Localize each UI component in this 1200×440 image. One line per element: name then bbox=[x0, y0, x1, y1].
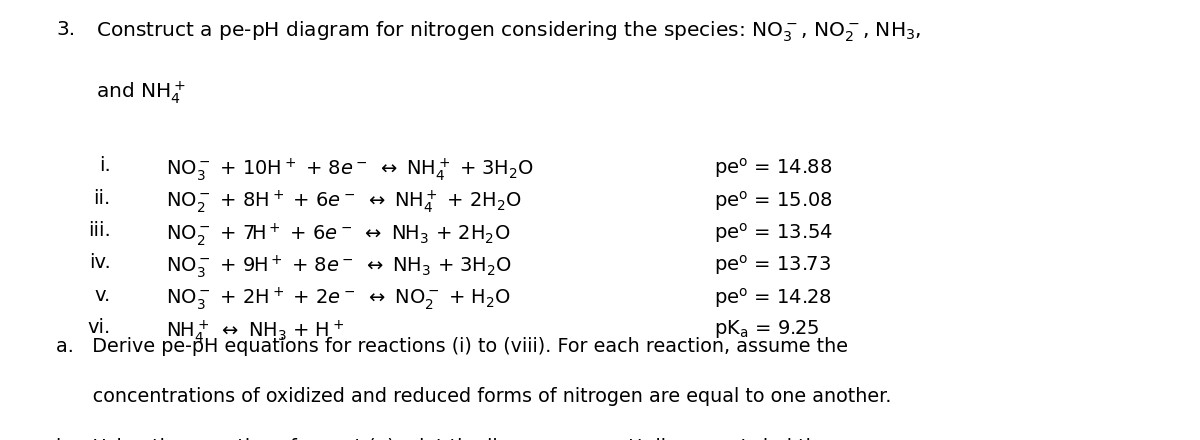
Text: concentrations of oxidized and reduced forms of nitrogen are equal to one anothe: concentrations of oxidized and reduced f… bbox=[56, 387, 892, 406]
Text: pe$^\mathrm{o}$ = 14.28: pe$^\mathrm{o}$ = 14.28 bbox=[714, 286, 832, 310]
Text: pe$^\mathrm{o}$ = 13.73: pe$^\mathrm{o}$ = 13.73 bbox=[714, 253, 830, 277]
Text: $\mathrm{NO_3^-}$ + 10H$^+$ + 8$\mathit{e}^-$ $\leftrightarrow$ NH$_4^+$ + 3H$_2: $\mathrm{NO_3^-}$ + 10H$^+$ + 8$\mathit{… bbox=[166, 156, 533, 183]
Text: b.   Using the equations for part (a), plot the lines on a pe-pH diagram. Label : b. Using the equations for part (a), plo… bbox=[56, 438, 830, 440]
Text: iii.: iii. bbox=[88, 221, 110, 240]
Text: 3.: 3. bbox=[56, 20, 76, 39]
Text: vi.: vi. bbox=[88, 318, 110, 337]
Text: $\mathrm{NO_2^-}$ + 8H$^+$ + 6$\mathit{e}^-$ $\leftrightarrow$ NH$_4^+$ + 2H$_2$: $\mathrm{NO_2^-}$ + 8H$^+$ + 6$\mathit{e… bbox=[166, 188, 522, 215]
Text: $\mathrm{NO_2^-}$ + 7H$^+$ + 6$\mathit{e}^-$ $\leftrightarrow$ NH$_3$ + 2H$_2$O: $\mathrm{NO_2^-}$ + 7H$^+$ + 6$\mathit{e… bbox=[166, 221, 510, 248]
Text: pK$_\mathrm{a}$ = 9.25: pK$_\mathrm{a}$ = 9.25 bbox=[714, 318, 820, 340]
Text: iv.: iv. bbox=[89, 253, 110, 272]
Text: $\mathrm{NO_3^-}$ + 2H$^+$ + 2$\mathit{e}^-$ $\leftrightarrow$ $\mathrm{NO_2^-}$: $\mathrm{NO_3^-}$ + 2H$^+$ + 2$\mathit{e… bbox=[166, 286, 510, 312]
Text: pe$^\mathrm{o}$ = 14.88: pe$^\mathrm{o}$ = 14.88 bbox=[714, 156, 833, 180]
Text: i.: i. bbox=[98, 156, 110, 175]
Text: Construct a pe-pH diagram for nitrogen considering the species: $\mathrm{NO_3^-}: Construct a pe-pH diagram for nitrogen c… bbox=[96, 20, 922, 44]
Text: and $\mathrm{NH_4^+}$: and $\mathrm{NH_4^+}$ bbox=[96, 79, 186, 106]
Text: $\mathrm{NO_3^-}$ + 9H$^+$ + 8$\mathit{e}^-$ $\leftrightarrow$ NH$_3$ + 3H$_2$O: $\mathrm{NO_3^-}$ + 9H$^+$ + 8$\mathit{e… bbox=[166, 253, 511, 280]
Text: NH$_4^+$ $\leftrightarrow$ NH$_3$ + H$^+$: NH$_4^+$ $\leftrightarrow$ NH$_3$ + H$^+… bbox=[166, 318, 344, 345]
Text: ii.: ii. bbox=[94, 188, 110, 208]
Text: pe$^\mathrm{o}$ = 15.08: pe$^\mathrm{o}$ = 15.08 bbox=[714, 188, 833, 213]
Text: pe$^\mathrm{o}$ = 13.54: pe$^\mathrm{o}$ = 13.54 bbox=[714, 221, 833, 245]
Text: a.   Derive pe-pH equations for reactions (i) to (viii). For each reaction, assu: a. Derive pe-pH equations for reactions … bbox=[56, 337, 848, 356]
Text: v.: v. bbox=[94, 286, 110, 304]
